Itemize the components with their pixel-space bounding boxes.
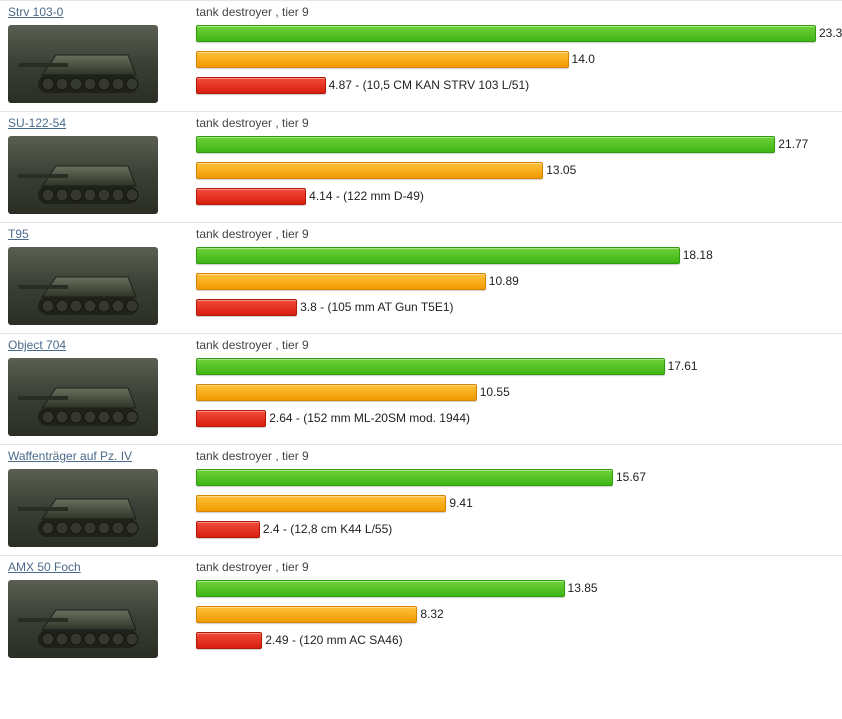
stat-bar-red <box>196 410 266 427</box>
stat-bar-orange <box>196 495 446 512</box>
stat-bar-label: 18.18 <box>683 248 713 262</box>
tank-right-column: tank destroyer , tier 9 21.77 13.05 4.14 - … <box>188 116 834 214</box>
tank-left-column: Object 704 <box>8 338 188 436</box>
stat-bar-label: 3.8 - (105 mm AT Gun T5E1) <box>300 300 453 314</box>
stat-bar-label: 4.14 - (122 mm D-49) <box>309 189 424 203</box>
stat-bar-row: 3.8 - (105 mm AT Gun T5E1) <box>196 297 834 317</box>
tank-right-column: tank destroyer , tier 9 13.85 8.32 2.49 - (… <box>188 560 834 658</box>
tank-row: Waffenträger auf Pz. IV tank destroyer ,… <box>0 444 842 555</box>
tank-type-label: tank destroyer , tier 9 <box>196 560 834 574</box>
tank-name-link[interactable]: T95 <box>8 227 188 241</box>
tank-row: Object 704 tank destroyer , tier 9 17.61 1… <box>0 333 842 444</box>
stat-bar-row: 23.3 <box>196 23 842 43</box>
tank-thumbnail[interactable] <box>8 469 158 547</box>
stat-bar-label: 2.49 - (120 mm AC SA46) <box>265 633 402 647</box>
stat-bar-label: 21.77 <box>778 137 808 151</box>
tank-right-column: tank destroyer , tier 9 17.61 10.55 2.64 - … <box>188 338 834 436</box>
tank-thumbnail[interactable] <box>8 358 158 436</box>
stat-bar-green <box>196 358 665 375</box>
tank-type-label: tank destroyer , tier 9 <box>196 338 834 352</box>
stat-bar-row: 10.89 <box>196 271 834 291</box>
tank-type-label: tank destroyer , tier 9 <box>196 227 834 241</box>
stat-bar-orange <box>196 273 486 290</box>
stat-bar-row: 21.77 <box>196 134 834 154</box>
tank-type-label: tank destroyer , tier 9 <box>196 449 834 463</box>
tank-row: T95 tank destroyer , tier 9 18.18 10.89 3.8… <box>0 222 842 333</box>
stat-bar-orange <box>196 606 417 623</box>
tank-row: AMX 50 Foch tank destroyer , tier 9 13.85… <box>0 555 842 666</box>
stat-bar-green <box>196 25 816 42</box>
stat-bar-label: 9.41 <box>449 496 472 510</box>
tank-left-column: Strv 103-0 <box>8 5 188 103</box>
stat-bar-orange <box>196 384 477 401</box>
stat-bar-red <box>196 521 260 538</box>
tank-list: Strv 103-0 tank destroyer , tier 9 23.3 14… <box>0 0 842 666</box>
stat-bar-orange <box>196 51 569 68</box>
stat-bar-row: 2.64 - (152 mm ML-20SM mod. 1944) <box>196 408 834 428</box>
stat-bar-row: 8.32 <box>196 604 834 624</box>
stat-bar-row: 13.85 <box>196 578 834 598</box>
stat-bar-red <box>196 632 262 649</box>
tank-name-link[interactable]: Strv 103-0 <box>8 5 188 19</box>
stat-bar-label: 10.89 <box>489 274 519 288</box>
stat-bar-red <box>196 188 306 205</box>
tank-left-column: T95 <box>8 227 188 325</box>
tank-right-column: tank destroyer , tier 9 18.18 10.89 3.8 - (… <box>188 227 834 325</box>
stat-bar-row: 13.05 <box>196 160 834 180</box>
stat-bar-row: 15.67 <box>196 467 834 487</box>
stat-bar-green <box>196 136 775 153</box>
tank-name-link[interactable]: Waffenträger auf Pz. IV <box>8 449 188 463</box>
stat-bar-row: 2.4 - (12,8 cm K44 L/55) <box>196 519 834 539</box>
tank-thumbnail[interactable] <box>8 580 158 658</box>
stat-bar-row: 18.18 <box>196 245 834 265</box>
tank-row: Strv 103-0 tank destroyer , tier 9 23.3 14… <box>0 0 842 111</box>
stat-bar-row: 17.61 <box>196 356 834 376</box>
tank-type-label: tank destroyer , tier 9 <box>196 116 834 130</box>
tank-type-label: tank destroyer , tier 9 <box>196 5 842 19</box>
tank-thumbnail[interactable] <box>8 247 158 325</box>
stat-bar-red <box>196 299 297 316</box>
stat-bar-label: 15.67 <box>616 470 646 484</box>
stat-bar-label: 17.61 <box>668 359 698 373</box>
stat-bar-label: 23.3 <box>819 26 842 40</box>
tank-left-column: AMX 50 Foch <box>8 560 188 658</box>
tank-right-column: tank destroyer , tier 9 15.67 9.41 2.4 - (1… <box>188 449 834 547</box>
tank-row: SU-122-54 tank destroyer , tier 9 21.77 13… <box>0 111 842 222</box>
stat-bar-label: 13.85 <box>568 581 598 595</box>
tank-thumbnail[interactable] <box>8 136 158 214</box>
stat-bar-label: 2.4 - (12,8 cm K44 L/55) <box>263 522 392 536</box>
stat-bar-row: 4.87 - (10,5 CM KAN STRV 103 L/51) <box>196 75 842 95</box>
stat-bar-label: 4.87 - (10,5 CM KAN STRV 103 L/51) <box>329 78 530 92</box>
stat-bar-row: 2.49 - (120 mm AC SA46) <box>196 630 834 650</box>
stat-bar-label: 14.0 <box>572 52 595 66</box>
tank-name-link[interactable]: SU-122-54 <box>8 116 188 130</box>
stat-bar-label: 10.55 <box>480 385 510 399</box>
stat-bar-row: 9.41 <box>196 493 834 513</box>
tank-left-column: Waffenträger auf Pz. IV <box>8 449 188 547</box>
tank-left-column: SU-122-54 <box>8 116 188 214</box>
stat-bar-green <box>196 580 565 597</box>
stat-bar-orange <box>196 162 543 179</box>
stat-bar-red <box>196 77 326 94</box>
stat-bar-label: 13.05 <box>546 163 576 177</box>
tank-name-link[interactable]: Object 704 <box>8 338 188 352</box>
stat-bar-row: 10.55 <box>196 382 834 402</box>
stat-bar-label: 2.64 - (152 mm ML-20SM mod. 1944) <box>269 411 470 425</box>
tank-name-link[interactable]: AMX 50 Foch <box>8 560 188 574</box>
stat-bar-label: 8.32 <box>420 607 443 621</box>
stat-bar-row: 14.0 <box>196 49 842 69</box>
stat-bar-row: 4.14 - (122 mm D-49) <box>196 186 834 206</box>
tank-thumbnail[interactable] <box>8 25 158 103</box>
stat-bar-green <box>196 469 613 486</box>
tank-right-column: tank destroyer , tier 9 23.3 14.0 4.87 - (1… <box>188 5 842 103</box>
stat-bar-green <box>196 247 680 264</box>
